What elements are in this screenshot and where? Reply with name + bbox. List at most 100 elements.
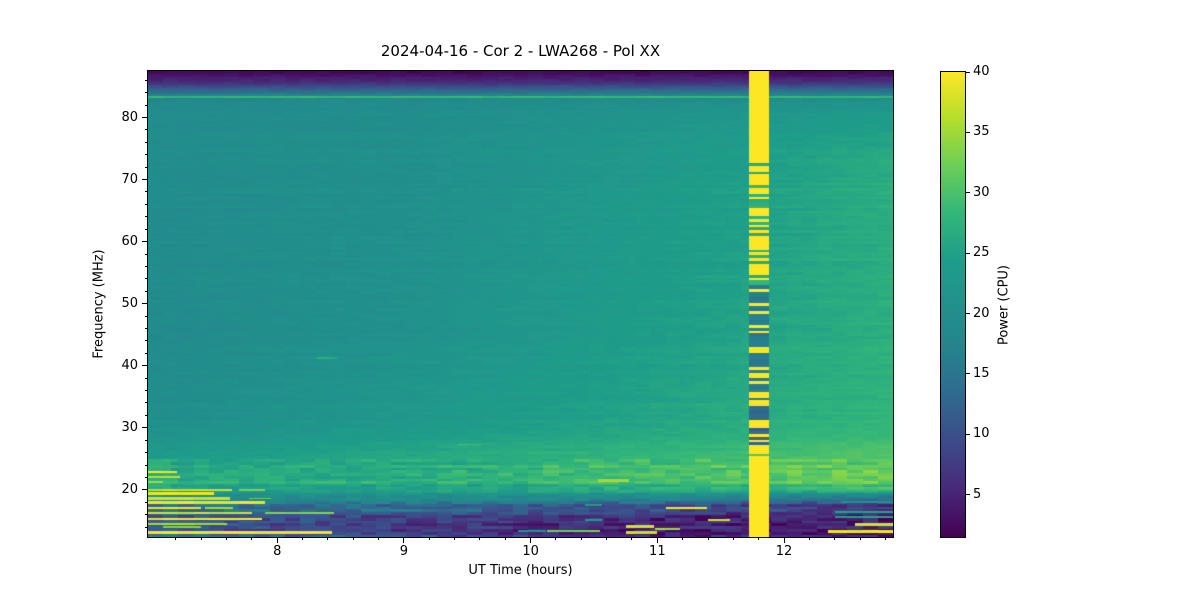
x-major-tick bbox=[656, 537, 658, 543]
y-major-tick bbox=[142, 365, 148, 367]
x-minor-tick bbox=[479, 537, 481, 540]
y-tick-label: 60 bbox=[121, 233, 138, 249]
y-minor-tick bbox=[145, 166, 148, 168]
y-major-tick bbox=[142, 117, 148, 119]
y-major-tick bbox=[142, 489, 148, 491]
y-major-tick bbox=[142, 303, 148, 305]
y-tick-label: 20 bbox=[121, 481, 138, 497]
colorbar-tick-label: 20 bbox=[973, 305, 990, 321]
colorbar-tick bbox=[965, 313, 970, 315]
x-minor-tick bbox=[606, 537, 608, 540]
x-tick-label: 9 bbox=[399, 544, 409, 559]
y-minor-tick bbox=[145, 464, 148, 466]
y-tick-label: 70 bbox=[121, 171, 138, 187]
y-minor-tick bbox=[145, 278, 148, 280]
x-minor-tick bbox=[302, 537, 304, 540]
x-minor-tick bbox=[732, 537, 734, 540]
colorbar-tick bbox=[965, 131, 970, 133]
y-minor-tick bbox=[145, 414, 148, 416]
x-minor-tick bbox=[327, 537, 329, 540]
y-minor-tick bbox=[145, 253, 148, 255]
x-major-tick bbox=[783, 537, 785, 543]
x-minor-tick bbox=[378, 537, 380, 540]
x-minor-tick bbox=[682, 537, 684, 540]
y-minor-tick bbox=[145, 439, 148, 441]
x-axis-label: UT Time (hours) bbox=[468, 563, 573, 578]
y-minor-tick bbox=[145, 340, 148, 342]
y-major-tick bbox=[142, 241, 148, 243]
y-minor-tick bbox=[145, 402, 148, 404]
colorbar-tick-label: 25 bbox=[973, 245, 990, 261]
x-minor-tick bbox=[834, 537, 836, 540]
x-tick-label: 8 bbox=[273, 544, 282, 559]
x-minor-tick bbox=[504, 537, 506, 540]
colorbar-tick-label: 40 bbox=[973, 64, 990, 79]
x-minor-tick bbox=[352, 537, 354, 540]
x-minor-tick bbox=[808, 537, 810, 540]
y-minor-tick bbox=[145, 228, 148, 230]
colorbar-tick-label: 35 bbox=[973, 124, 990, 140]
x-tick-label: 12 bbox=[775, 544, 793, 559]
y-axis-label: Frequency (MHz) bbox=[91, 249, 107, 359]
y-tick-label: 80 bbox=[121, 109, 138, 125]
y-minor-tick bbox=[145, 216, 148, 218]
colorbar-tick-label: 5 bbox=[973, 486, 982, 502]
y-minor-tick bbox=[145, 104, 148, 106]
y-minor-tick bbox=[145, 501, 148, 503]
y-major-tick bbox=[142, 427, 148, 429]
y-minor-tick bbox=[145, 154, 148, 156]
y-minor-tick bbox=[145, 352, 148, 354]
x-minor-tick bbox=[859, 537, 861, 540]
y-minor-tick bbox=[145, 92, 148, 94]
y-minor-tick bbox=[145, 141, 148, 143]
colorbar-tick bbox=[965, 433, 970, 435]
y-minor-tick bbox=[145, 377, 148, 379]
y-minor-tick bbox=[145, 315, 148, 317]
y-major-tick bbox=[142, 179, 148, 181]
x-minor-tick bbox=[555, 537, 557, 540]
x-major-tick bbox=[403, 537, 405, 543]
colorbar-canvas bbox=[940, 71, 966, 538]
x-minor-tick bbox=[251, 537, 253, 540]
y-minor-tick bbox=[145, 290, 148, 292]
colorbar-tick bbox=[965, 494, 970, 496]
colorbar-tick-label: 30 bbox=[973, 184, 990, 200]
y-tick-label: 50 bbox=[121, 295, 138, 311]
x-minor-tick bbox=[454, 537, 456, 540]
x-minor-tick bbox=[580, 537, 582, 540]
x-minor-tick bbox=[884, 537, 886, 540]
colorbar-tick bbox=[965, 71, 970, 73]
x-minor-tick bbox=[200, 537, 202, 540]
y-minor-tick bbox=[145, 129, 148, 131]
x-major-tick bbox=[276, 537, 278, 543]
colorbar-tick-label: 10 bbox=[973, 426, 990, 442]
x-tick-label: 11 bbox=[649, 544, 666, 559]
y-minor-tick bbox=[145, 328, 148, 329]
colorbar-label: Power (CPU) bbox=[996, 264, 1012, 346]
y-minor-tick bbox=[145, 265, 148, 267]
y-minor-tick bbox=[145, 452, 148, 454]
chart-title: 2024-04-16 - Cor 2 - LWA268 - Pol XX bbox=[380, 42, 661, 60]
colorbar-tick-label: 15 bbox=[973, 365, 990, 381]
x-major-tick bbox=[530, 537, 532, 543]
y-tick-label: 30 bbox=[121, 419, 138, 435]
y-minor-tick bbox=[145, 203, 148, 205]
y-minor-tick bbox=[145, 79, 148, 81]
y-minor-tick bbox=[145, 476, 148, 478]
x-minor-tick bbox=[226, 537, 228, 540]
x-minor-tick bbox=[631, 537, 633, 540]
x-minor-tick bbox=[707, 537, 709, 540]
x-tick-label: 10 bbox=[522, 544, 539, 559]
y-minor-tick bbox=[145, 191, 148, 193]
x-minor-tick bbox=[175, 537, 177, 540]
x-minor-tick bbox=[428, 537, 430, 540]
y-tick-label: 40 bbox=[121, 357, 138, 373]
colorbar-tick bbox=[965, 192, 970, 194]
colorbar-tick bbox=[965, 252, 970, 254]
x-minor-tick bbox=[758, 537, 760, 540]
y-minor-tick bbox=[145, 390, 148, 392]
y-minor-tick bbox=[145, 526, 148, 528]
colorbar-tick bbox=[965, 373, 970, 375]
y-minor-tick bbox=[145, 514, 148, 516]
